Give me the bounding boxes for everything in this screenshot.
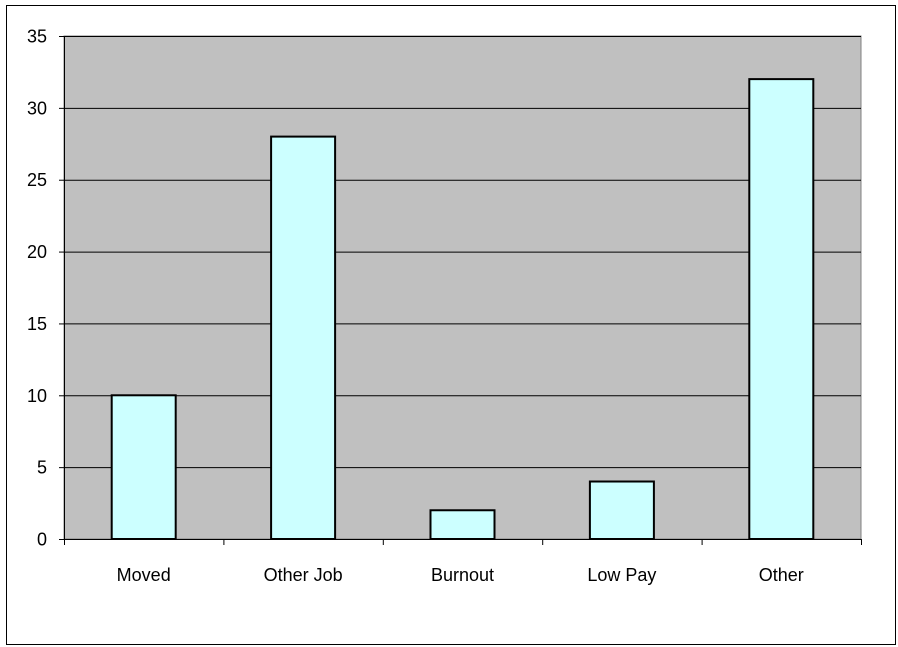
- y-tick-label-10: 10: [27, 386, 47, 406]
- y-tick-label-25: 25: [27, 170, 47, 190]
- bar-other-job: [270, 135, 337, 540]
- axes: [59, 36, 862, 545]
- y-tick-label-35: 35: [27, 27, 47, 47]
- bar-other: [748, 78, 815, 540]
- gridlines: [64, 36, 861, 469]
- y-tick-label-5: 5: [37, 458, 47, 478]
- bars: [110, 78, 815, 540]
- y-tick-label-15: 15: [27, 314, 47, 334]
- bar-burnout: [429, 509, 496, 540]
- tick-labels: 0 5 10 15 20 25 30 35 Moved Other Job Burnout Low P…: [27, 27, 804, 586]
- y-tick-label-0: 0: [37, 530, 47, 550]
- y-tick-label-30: 30: [27, 98, 47, 118]
- plot-background: [63, 35, 862, 540]
- y-tick-label-20: 20: [27, 242, 47, 262]
- bar-moved: [110, 394, 177, 540]
- x-tick-label-other-job: Other Job: [264, 565, 343, 585]
- x-tick-label-other: Other: [759, 565, 804, 585]
- bar-low-pay: [588, 480, 655, 540]
- plot-area: [63, 35, 862, 540]
- x-tick-label-low-pay: Low Pay: [587, 565, 656, 585]
- x-tick-label-burnout: Burnout: [431, 565, 494, 585]
- x-tick-label-moved: Moved: [117, 565, 171, 585]
